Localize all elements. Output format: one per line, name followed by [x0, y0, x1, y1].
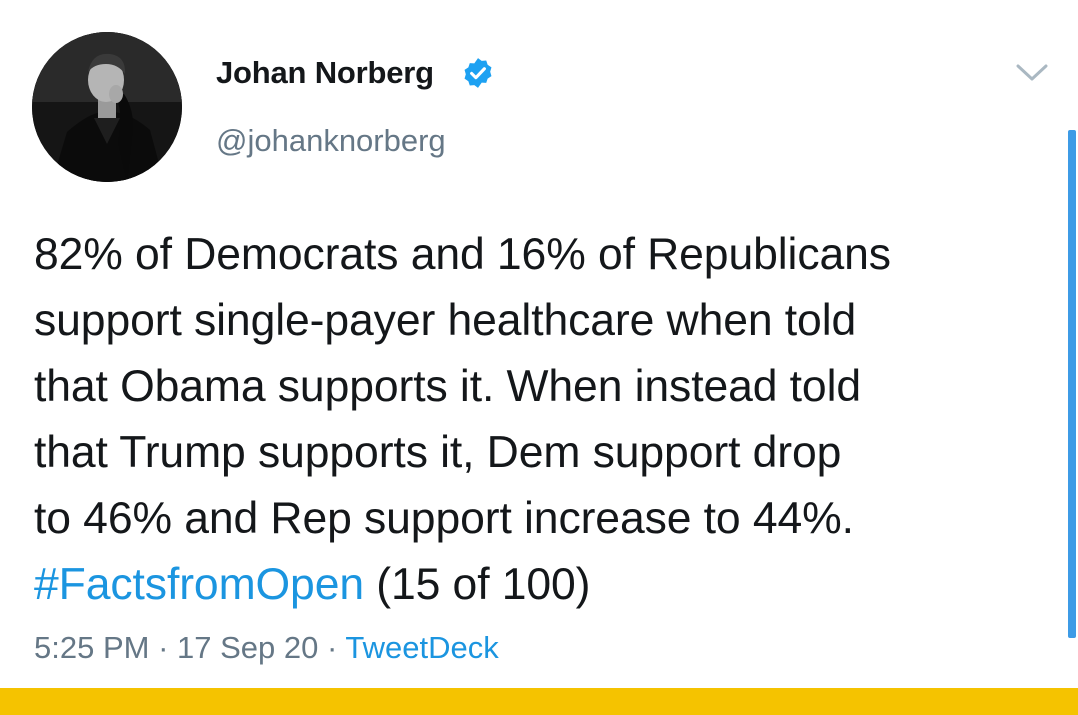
tweet-text-line: that Trump supports it, Dem support drop — [34, 428, 842, 477]
avatar[interactable] — [32, 32, 182, 182]
tweet-date[interactable]: 17 Sep 20 — [177, 630, 319, 665]
chevron-down-icon[interactable] — [1014, 60, 1050, 84]
verified-badge-icon — [464, 58, 492, 88]
tweet-text: 82% of Democrats and 16% of Republicans … — [34, 222, 1044, 618]
tweet-text-line: 82% of Democrats and 16% of Republicans — [34, 230, 891, 279]
display-name[interactable]: Johan Norberg — [216, 55, 434, 90]
avatar-photo — [32, 32, 182, 182]
tweet-text-suffix: (15 of 100) — [364, 560, 591, 609]
tweet-meta: 5:25 PM · 17 Sep 20 · TweetDeck — [34, 630, 499, 666]
tweet-time[interactable]: 5:25 PM — [34, 630, 150, 665]
meta-separator: · — [149, 630, 178, 665]
tweet-source-link[interactable]: TweetDeck — [345, 630, 499, 665]
tweet-text-line: to 46% and Rep support increase to 44%. — [34, 494, 854, 543]
bottom-accent-bar — [0, 688, 1078, 715]
user-handle[interactable]: @johanknorberg — [216, 123, 446, 158]
tweet-text-last-line: #FactsfromOpen (15 of 100) — [34, 552, 1044, 618]
scrollbar[interactable] — [1068, 130, 1076, 638]
meta-separator: · — [318, 630, 346, 665]
hashtag-link[interactable]: #FactsfromOpen — [34, 560, 365, 609]
tweet-text-line: that Obama supports it. When instead tol… — [34, 362, 862, 411]
tweet-text-line: support single-payer healthcare when tol… — [34, 296, 857, 345]
